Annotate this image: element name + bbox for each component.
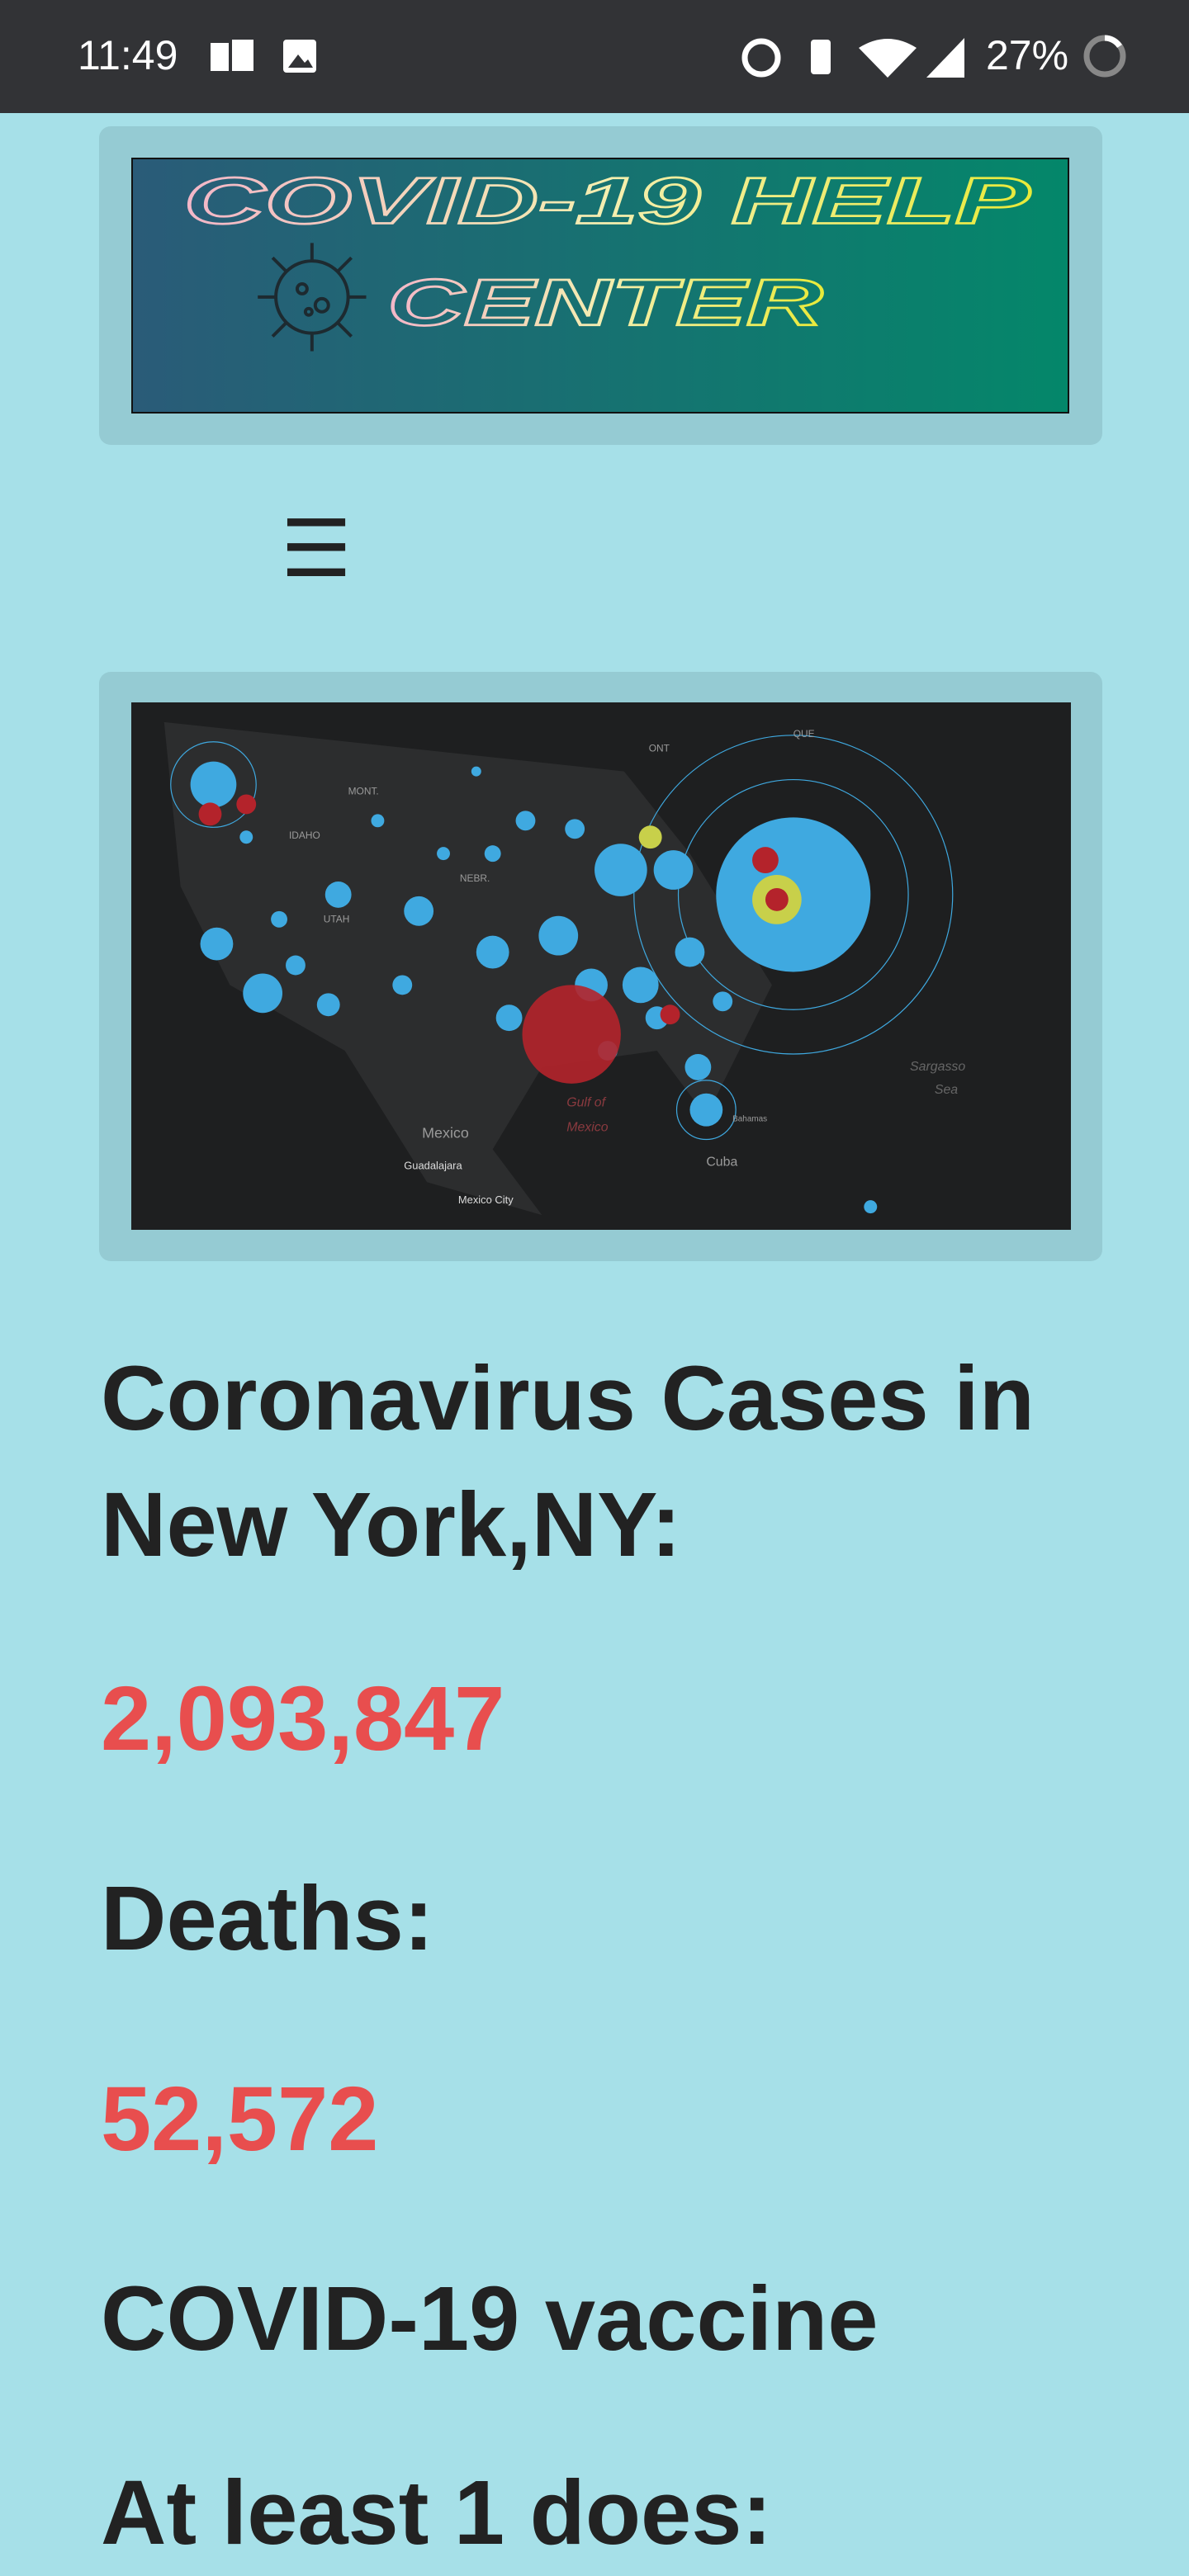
map-label: Mexico: [422, 1125, 469, 1141]
system-icons: [741, 38, 964, 78]
battery-icon: [1083, 35, 1126, 78]
map-label: Mexico City: [458, 1193, 514, 1206]
cases-count: 2,093,847: [101, 1668, 505, 1770]
clock: 11:49: [78, 32, 178, 78]
first-dose-heading: At least 1 does:: [101, 2462, 773, 2564]
deaths-heading: Deaths:: [101, 1868, 434, 1969]
map-label: Sargasso: [910, 1060, 965, 1074]
menu-button[interactable]: ☰: [281, 505, 353, 593]
logo-line-1: COVID-19 HELP: [184, 164, 1031, 238]
map-image: ONT QUE MONT. IDAHO UTAH NEBR. Mexico Gu…: [131, 702, 1071, 1230]
cases-heading: Coronavirus Cases in New York,NY:: [101, 1348, 1035, 1576]
map-label: IDAHO: [289, 830, 320, 841]
notification-icons: [211, 40, 316, 73]
battery-level: 27%: [986, 32, 1069, 78]
logo-banner: COVID-19 HELP CENTER: [131, 158, 1069, 414]
map-label: QUE: [793, 728, 815, 740]
map-label: Mexico: [566, 1121, 609, 1135]
map-label: Bahamas: [732, 1115, 767, 1124]
map-label: ONT: [649, 743, 670, 754]
map-label: Guadalajara: [404, 1159, 462, 1171]
map-label: Sea: [935, 1083, 958, 1097]
map-label: MONT.: [348, 785, 379, 796]
map-label: Gulf of: [566, 1096, 606, 1110]
map-label: NEBR.: [460, 872, 490, 884]
vaccine-heading: COVID-19 vaccine: [101, 2268, 879, 2370]
status-bar: 11:49 27%: [0, 0, 1189, 113]
deaths-count: 52,572: [101, 2068, 379, 2170]
virus-icon: [258, 243, 367, 352]
map-label: UTAH: [324, 914, 350, 925]
map-label: Cuba: [706, 1155, 737, 1169]
logo-line-2: CENTER: [387, 266, 822, 339]
